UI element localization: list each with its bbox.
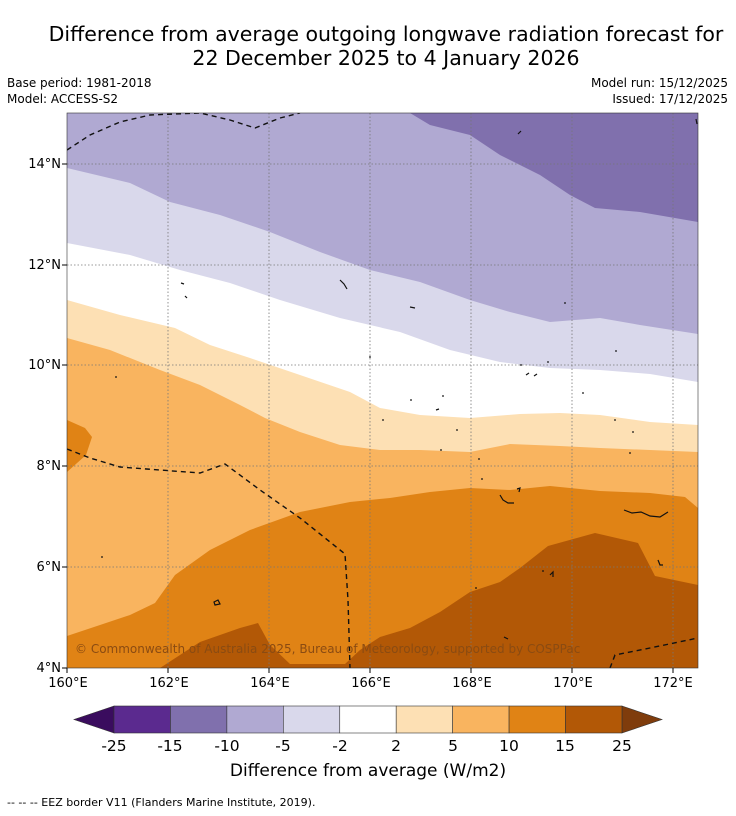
atoll-dot [475,587,477,589]
island [499,494,514,504]
band-minus25-minus15 [410,113,698,222]
colorbar-swatch [452,705,510,734]
atoll-dot [478,458,480,460]
lat-label: 10°N [28,358,61,373]
graticule [67,113,698,668]
island [180,282,185,285]
colorbar-tick: -2 [332,737,347,755]
atoll-dot [542,570,544,572]
atoll-dot [582,392,584,394]
atoll-dot [629,452,631,454]
eez-border-north [67,113,301,151]
lon-label: 168°E [452,676,492,691]
title-line-2: 22 December 2025 to 4 January 2026 [192,46,580,70]
island [623,509,669,518]
colorbar-high-extend [621,705,663,734]
colorbar-tick: 15 [555,737,575,755]
forecast-map: © Commonwealth of Australia 2025, Bureau… [28,112,699,755]
lat-label: 6°N [37,560,62,575]
atoll-dot [614,419,616,421]
island [184,295,188,299]
issued-date: Issued: 17/12/2025 [612,92,728,106]
model-run: Model run: 15/12/2025 [590,76,728,90]
colorbar [73,705,663,734]
atoll-dot [564,302,566,304]
colorbar-tick: 10 [499,737,519,755]
colorbar-swatch [113,705,171,734]
model-name: Model: ACCESS-S2 [7,92,119,106]
colorbar-tick: 2 [391,737,401,755]
atoll-dot [481,478,483,480]
lon-label: 164°E [250,676,290,691]
title-line-1: Difference from average outgoing longwav… [48,22,724,46]
lon-label: 162°E [149,676,189,691]
lat-label: 12°N [28,258,61,273]
meta-right: Model run: 15/12/2025 Issued: 17/12/2025 [591,75,728,107]
atoll-dot [520,364,522,366]
island [409,306,416,309]
island [213,599,221,606]
atoll-dot [632,431,634,433]
atoll-dot [101,556,103,558]
atoll-dot [442,395,444,397]
lat-labels: 4°N 6°N 8°N 10°N 12°N 14°N [28,157,61,676]
colorbar-ticks: -25 -15 -10 -5 -2 2 5 10 15 25 [101,737,632,755]
meta-left: Base period: 1981-2018 Model: ACCESS-S2 [7,75,152,107]
colorbar-label: Difference from average (W/m2) [229,761,507,781]
island [516,487,521,493]
colorbar-tick: 5 [448,737,458,755]
colorbar-swatch [395,705,453,734]
band-15-25 [160,533,698,668]
colorbar-low-extend [73,705,115,734]
eez-border-southeast [609,637,698,668]
eez-border-central [67,448,351,668]
colorbar-swatch [508,705,566,734]
colorbar-swatch [565,705,623,734]
lat-label: 4°N [37,661,62,676]
colorbar-swatch [170,705,228,734]
eez-footnote: -- -- -- EEZ border V11 (Flanders Marine… [7,796,316,809]
band-10-15-west [67,420,92,472]
atoll-dot [547,361,549,363]
atolls [101,302,634,589]
atoll-dot [410,399,412,401]
colorbar-tick: -25 [101,737,126,755]
lon-labels: 160°E 162°E 164°E 166°E 168°E 170°E 172°… [48,676,693,691]
map-frame [66,112,699,669]
island [525,372,538,377]
island [695,118,698,125]
colorbar-tick: -5 [275,737,290,755]
island [549,570,554,577]
lon-label: 166°E [351,676,391,691]
eez-borders [67,113,698,668]
island [435,408,440,411]
base-period: Base period: 1981-2018 [7,76,152,90]
lon-label: 160°E [48,676,88,691]
colorbar-swatch [283,705,341,734]
colorbar-tick: 25 [612,737,632,755]
axis-ticks [62,163,674,673]
atoll-dot [440,449,442,451]
island [339,279,348,290]
lat-label: 8°N [37,459,62,474]
lon-label: 170°E [553,676,593,691]
island [517,130,522,135]
atoll-dot [369,356,371,358]
copyright-notice: © Commonwealth of Australia 2025, Bureau… [75,642,580,656]
atoll-dot [456,429,458,431]
colorbar-tick: -10 [214,737,239,755]
lat-label: 14°N [28,157,61,172]
island [503,636,509,640]
colorbar-tick: -15 [157,737,182,755]
island [657,559,663,566]
islands [180,118,698,640]
lon-label: 172°E [653,676,693,691]
atoll-dot [382,419,384,421]
map-title: Difference from average outgoing longwav… [0,22,736,70]
atoll-dot [615,350,617,352]
colorbar-swatch [226,705,284,734]
atoll-dot [115,376,117,378]
colorbar-swatch [339,705,397,734]
contour-bands [67,113,698,668]
